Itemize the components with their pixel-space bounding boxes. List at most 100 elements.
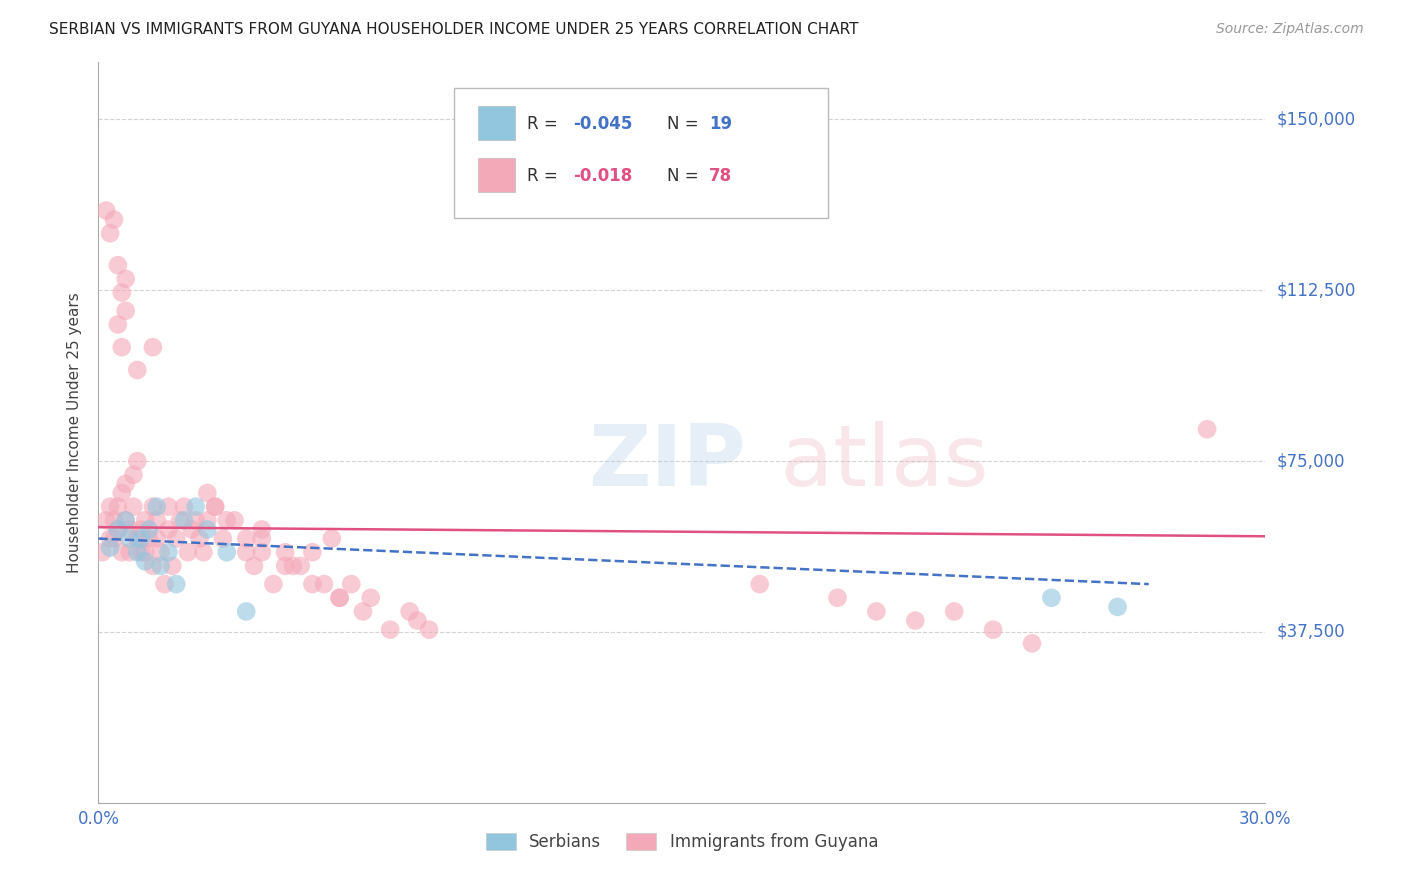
Text: $150,000: $150,000 — [1277, 111, 1355, 128]
Text: R =: R = — [527, 115, 562, 133]
Point — [103, 212, 125, 227]
Point — [129, 545, 152, 559]
Point — [122, 500, 145, 514]
Point — [127, 545, 149, 559]
Point — [301, 545, 323, 559]
Point — [98, 227, 121, 241]
Point — [153, 577, 176, 591]
Point — [250, 545, 273, 559]
Point — [157, 545, 180, 559]
Point — [250, 523, 273, 537]
Point — [118, 532, 141, 546]
Text: $112,500: $112,500 — [1277, 281, 1355, 299]
Text: R =: R = — [527, 167, 562, 185]
Point — [329, 591, 352, 605]
Point — [111, 545, 134, 559]
FancyBboxPatch shape — [454, 88, 828, 218]
Point — [165, 577, 187, 591]
Point — [235, 532, 257, 546]
Point — [127, 363, 149, 377]
Legend: Serbians, Immigrants from Guyana: Serbians, Immigrants from Guyana — [479, 826, 884, 857]
Text: 78: 78 — [709, 167, 733, 185]
Point — [138, 532, 160, 546]
Point — [290, 558, 312, 573]
Point — [904, 614, 927, 628]
Point — [118, 523, 141, 537]
Point — [406, 614, 429, 628]
Point — [169, 513, 191, 527]
Point — [134, 554, 156, 568]
Point — [103, 532, 125, 546]
Point — [235, 604, 257, 618]
Point — [329, 591, 352, 605]
Point — [281, 558, 304, 573]
Point — [1195, 422, 1218, 436]
Point — [380, 623, 402, 637]
Point — [129, 532, 152, 546]
Point — [1040, 591, 1063, 605]
Point — [1107, 599, 1129, 614]
Text: $75,000: $75,000 — [1277, 452, 1346, 470]
Point — [312, 577, 335, 591]
Point — [250, 532, 273, 546]
Text: N =: N = — [666, 167, 703, 185]
Point — [195, 523, 218, 537]
Point — [184, 513, 207, 527]
Point — [149, 558, 172, 573]
Point — [243, 558, 266, 573]
Point — [98, 541, 121, 555]
Point — [118, 545, 141, 559]
Point — [274, 558, 297, 573]
Text: 19: 19 — [709, 115, 733, 133]
Point — [865, 604, 887, 618]
Point — [274, 545, 297, 559]
Point — [146, 513, 169, 527]
Point — [107, 318, 129, 332]
Point — [103, 513, 125, 527]
Point — [173, 513, 195, 527]
Point — [180, 523, 202, 537]
Point — [301, 577, 323, 591]
Text: Source: ZipAtlas.com: Source: ZipAtlas.com — [1216, 22, 1364, 37]
Point — [111, 340, 134, 354]
Point — [215, 545, 238, 559]
FancyBboxPatch shape — [478, 106, 515, 140]
Point — [114, 476, 136, 491]
Point — [107, 258, 129, 272]
Point — [177, 545, 200, 559]
Text: -0.018: -0.018 — [574, 167, 633, 185]
Point — [114, 513, 136, 527]
Point — [91, 545, 114, 559]
Text: ZIP: ZIP — [589, 421, 747, 504]
Point — [827, 591, 849, 605]
Point — [981, 623, 1004, 637]
Point — [184, 500, 207, 514]
Point — [146, 500, 169, 514]
Point — [352, 604, 374, 618]
Point — [195, 513, 218, 527]
Point — [165, 532, 187, 546]
Point — [943, 604, 966, 618]
Text: $37,500: $37,500 — [1277, 623, 1346, 641]
Point — [127, 532, 149, 546]
Point — [142, 340, 165, 354]
Point — [114, 272, 136, 286]
Point — [157, 523, 180, 537]
Point — [127, 454, 149, 468]
Point — [157, 500, 180, 514]
Point — [195, 486, 218, 500]
Point — [321, 532, 343, 546]
Text: atlas: atlas — [589, 421, 988, 504]
Point — [98, 500, 121, 514]
Point — [188, 532, 211, 546]
Point — [111, 285, 134, 300]
Point — [96, 203, 118, 218]
Point — [142, 500, 165, 514]
Point — [129, 523, 152, 537]
Point — [418, 623, 440, 637]
Point — [212, 532, 235, 546]
Y-axis label: Householder Income Under 25 years: Householder Income Under 25 years — [67, 293, 83, 573]
Text: -0.045: -0.045 — [574, 115, 633, 133]
Point — [111, 486, 134, 500]
Point — [107, 500, 129, 514]
